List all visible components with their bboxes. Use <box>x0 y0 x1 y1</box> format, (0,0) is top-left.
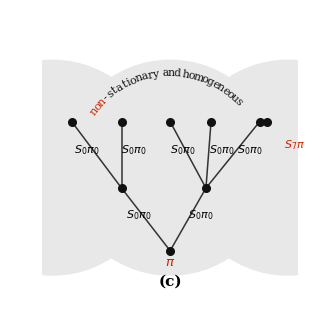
Text: e: e <box>210 79 221 91</box>
Text: o: o <box>188 70 196 81</box>
Circle shape <box>180 60 332 275</box>
Text: n: n <box>88 105 101 117</box>
Text: n: n <box>134 73 143 84</box>
Text: (c): (c) <box>158 274 182 288</box>
Text: y: y <box>152 69 160 80</box>
Text: g: g <box>205 76 215 88</box>
Text: e: e <box>220 85 231 97</box>
Text: t: t <box>111 85 120 96</box>
Text: o: o <box>128 75 138 87</box>
Text: h: h <box>182 69 190 80</box>
Text: $\pi$: $\pi$ <box>165 256 175 269</box>
Text: r: r <box>146 70 154 81</box>
Text: m: m <box>192 71 205 84</box>
Text: s: s <box>105 89 116 100</box>
Text: o: o <box>92 101 104 112</box>
Text: n: n <box>168 68 175 78</box>
Text: n: n <box>215 82 226 94</box>
Text: a: a <box>140 71 149 82</box>
Text: -: - <box>101 93 111 103</box>
Text: $S_0\pi_0$: $S_0\pi_0$ <box>121 144 146 157</box>
Text: u: u <box>228 92 240 104</box>
Text: o: o <box>200 74 209 85</box>
Text: a: a <box>115 82 125 93</box>
Text: a: a <box>162 68 169 78</box>
Text: o: o <box>224 89 236 101</box>
Circle shape <box>0 60 160 275</box>
Text: $S_0\pi_0$: $S_0\pi_0$ <box>170 144 195 157</box>
Text: $S_7\pi$: $S_7\pi$ <box>284 138 305 151</box>
Text: $S_0\pi_0$: $S_0\pi_0$ <box>125 208 151 222</box>
Text: $S_0\pi_0$: $S_0\pi_0$ <box>208 144 234 157</box>
Text: t: t <box>121 79 129 90</box>
Text: $S_0\pi_0$: $S_0\pi_0$ <box>74 144 100 157</box>
Text: n: n <box>96 96 108 108</box>
Text: $S_0\pi_0$: $S_0\pi_0$ <box>188 208 213 222</box>
Text: $S_0\pi_0$: $S_0\pi_0$ <box>237 144 262 157</box>
Circle shape <box>63 60 278 275</box>
Text: d: d <box>173 68 181 79</box>
Text: i: i <box>125 77 133 88</box>
Text: s: s <box>233 97 244 108</box>
